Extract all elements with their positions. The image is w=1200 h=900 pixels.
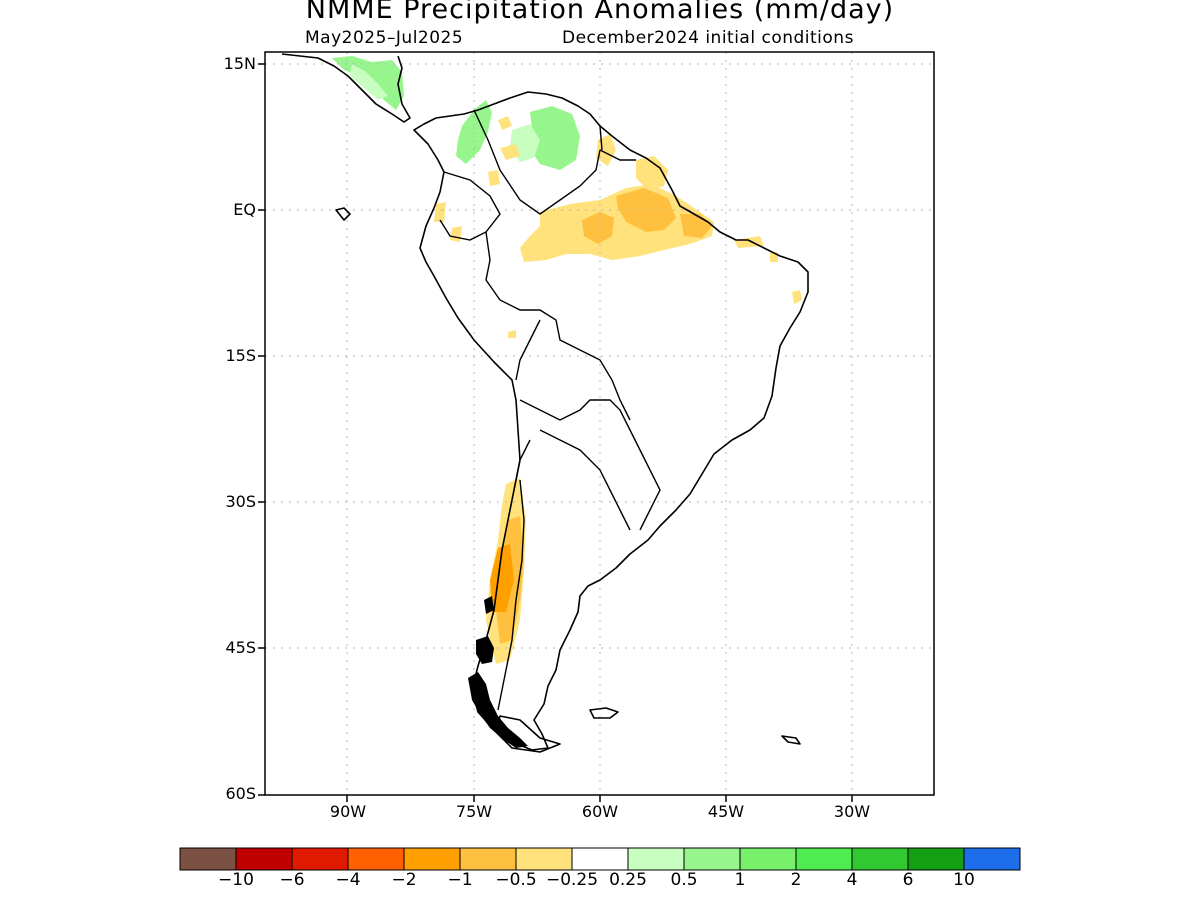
anomaly-yellow-ecu2 (450, 226, 462, 242)
country-borders (439, 109, 661, 711)
colorbar-label-2: −4 (335, 870, 361, 890)
colorbar-label-13: 10 (953, 870, 975, 890)
colorbar-swatch-3 (347, 847, 405, 871)
lat-lon-grid (265, 52, 934, 795)
anomaly-yellow-guyana (596, 134, 616, 166)
anomaly-amazon-orange (582, 212, 614, 244)
forecast-period: May2025–Jul2025 (305, 28, 464, 48)
axis-ticks (258, 63, 853, 802)
colorbar-swatch-10 (739, 847, 797, 871)
colorbar-label-6: −0.25 (545, 870, 599, 890)
colorbar-swatch-13 (907, 847, 965, 871)
anomaly-yellow-col1 (498, 116, 512, 130)
colorbar-swatch-9 (683, 847, 741, 871)
lon-label-90w: 90W (329, 802, 367, 821)
anomaly-yellow-col3 (488, 170, 500, 186)
anomaly-amazon-orange2 (616, 188, 676, 232)
colorbar-label-7: 0.25 (609, 870, 647, 890)
anomaly-yellow-ecu (434, 202, 446, 222)
anomaly-central-america-light (350, 64, 388, 100)
lon-label-45w: 45W (707, 802, 745, 821)
colorbar-swatch-11 (795, 847, 853, 871)
lon-label-60w: 60W (581, 802, 619, 821)
colorbar-label-0: −10 (218, 870, 254, 890)
coastline-south-georgia (781, 735, 801, 745)
lat-label-30s: 30S (225, 492, 256, 511)
colorbar-label-9: 1 (734, 870, 746, 890)
colorbar-swatch-5 (459, 847, 517, 871)
anomaly-venezuela (528, 106, 580, 170)
coastline-central-america (281, 53, 411, 123)
coastline-galapagos (335, 207, 351, 221)
map-title: NMME Precipitation Anomalies (mm/day) (305, 0, 895, 25)
anomaly-peru-small (508, 330, 516, 338)
lon-label-75w: 75W (455, 802, 493, 821)
colorbar-swatch-14 (963, 847, 1021, 871)
colorbar-label-8: 0.5 (670, 870, 698, 890)
colorbar-swatch-8 (627, 847, 685, 871)
colorbar-label-12: 6 (902, 870, 914, 890)
colorbar-label-1: −6 (279, 870, 305, 890)
initial-conditions: December2024 initial conditions (562, 28, 854, 48)
colorbar-swatch-0 (179, 847, 237, 871)
lat-label-45s: 45S (225, 638, 256, 657)
colorbar-swatch-4 (403, 847, 461, 871)
colorbar-label-4: −1 (447, 870, 473, 890)
lat-label-15n: 15N (223, 54, 256, 73)
colorbar-label-10: 2 (790, 870, 802, 890)
chilean-archipelago (468, 596, 528, 748)
lat-label-15s: 15S (225, 346, 256, 365)
anomaly-shading (332, 56, 802, 664)
lat-label-eq: EQ (233, 200, 256, 219)
coastline-south-america (413, 91, 809, 751)
anomaly-french-guiana (636, 156, 668, 190)
map-frame (264, 51, 935, 796)
coastline-falklands (589, 707, 619, 719)
anomaly-yellow-col2 (500, 144, 520, 160)
colorbar (179, 847, 1021, 871)
colorbar-swatch-12 (851, 847, 909, 871)
colorbar-label-3: −2 (391, 870, 417, 890)
colorbar-swatch-1 (235, 847, 293, 871)
colorbar-swatch-2 (291, 847, 349, 871)
anomaly-ne-brazil2 (792, 290, 802, 304)
colorbar-label-11: 4 (846, 870, 858, 890)
lat-label-60s: 60S (225, 784, 256, 803)
lon-label-30w: 30W (833, 802, 871, 821)
colorbar-label-5: −0.5 (495, 870, 537, 890)
colorbar-swatch-7 (571, 847, 629, 871)
colorbar-swatch-6 (515, 847, 573, 871)
